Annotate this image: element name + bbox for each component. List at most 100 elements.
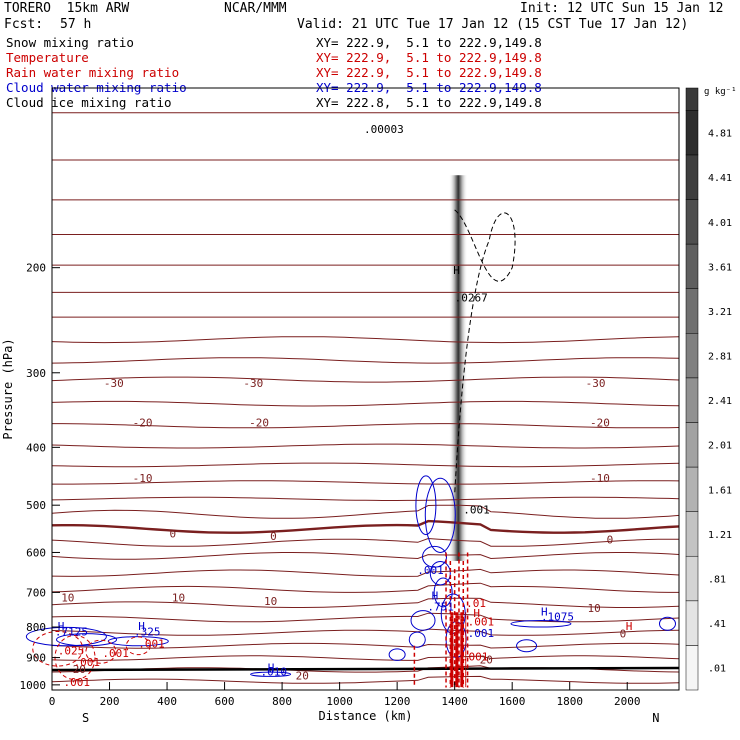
legend-name-0: Snow mixing ratio [6,35,134,50]
isotherm-line [52,423,680,429]
legend-xy-2: XY= 222.9, 5.1 to 222.9,149.8 [316,65,542,80]
temperature-label: -30 [104,377,124,390]
colorbar-unit: g kg⁻¹ [704,87,737,97]
isotherm-line [51,568,680,577]
mixing-ratio-label: .7125 [55,626,88,639]
x-tick-label: 200 [100,695,120,708]
colorbar-swatch [685,87,699,111]
legend-xy-1: XY= 222.9, 5.1 to 222.9,149.8 [316,50,542,65]
plot-frame [51,87,680,691]
rain-water-contour [32,630,84,667]
north-label: N [652,711,659,725]
cloud-water-contour [429,561,451,586]
high-marker: H [58,620,65,633]
colorbar-swatch [685,243,699,289]
isotherm-line [51,519,680,534]
temperature-label: -10 [590,472,610,485]
temperature-label: -10 [133,472,153,485]
high-marker: H [453,264,460,277]
y-tick-label: 500 [26,499,46,512]
isotherm-line [51,552,680,560]
temperature-label: 0 [169,528,176,541]
high-marker: H [541,605,548,618]
isotherm-line [51,357,680,364]
high-marker: H [473,607,480,620]
high-marker: H [432,590,439,603]
temperature-label: 0 [620,627,627,640]
isotherm-line [51,462,680,468]
colorbar-level: 1.61 [708,485,732,496]
x-tick-label: 1400 [441,695,468,708]
colorbar-swatch [685,154,699,200]
colorbar-level: 2.01 [708,441,732,452]
isotherm-line [51,400,680,407]
fcst-value: 57 h [60,17,92,32]
cloud-water-contour [516,639,538,653]
mixing-ratio-label: .01 [466,597,486,610]
y-tick-label: 1000 [20,679,47,692]
cloud-water-contour [410,610,436,631]
cloud-water-contour [422,545,448,568]
temperature-label: -30 [586,377,606,390]
y-tick-label: 400 [26,441,46,454]
high-marker: H [626,620,633,633]
mixing-ratio-label: .0267 [455,292,488,305]
temperature-label: -30 [243,377,263,390]
colorbar-swatch [685,555,699,602]
x-tick-label: 600 [215,695,235,708]
temperature-label: 10 [172,592,185,605]
south-label: S [82,711,89,725]
terrain-line [51,666,680,672]
org-name: NCAR/MMM [224,1,287,16]
temperature-label: 10 [588,602,601,615]
x-tick-label: 400 [157,695,177,708]
temperature-label: 0 [607,534,614,547]
mixing-ratio-label: .001 [462,650,489,663]
x-axis-label: Distance (km) [319,709,413,723]
colorbar-swatch [685,333,699,379]
mixing-ratio-label: .001 [64,676,91,689]
colorbar-level: .01 [708,664,726,675]
mixing-ratio-label: .001 [138,637,165,650]
colorbar-swatch [685,645,699,691]
colorbar-level: 4.81 [708,129,732,140]
colorbar-level: 4.41 [708,173,732,184]
isotherm-line [51,443,680,449]
colorbar-swatch [685,199,699,245]
temperature-label: -20 [249,417,269,430]
x-tick-label: 1000 [326,695,353,708]
isotherm-line [51,376,680,383]
snow-shading [448,175,468,561]
mixing-ratio-label: .00003 [364,123,404,136]
rain-water-contour [125,636,151,656]
isotherm-line [51,537,679,547]
temperature-label: 0 [270,530,277,543]
legend-name-2: Rain water mixing ratio [6,65,180,80]
colorbar-level: 2.81 [708,352,732,363]
mixing-ratio-label: .010 [261,666,288,679]
isotherm-line [51,496,680,501]
valid-time: Valid: 21 UTC Tue 17 Jan 12 (15 CST Tue … [297,17,689,32]
init-time: Init: 12 UTC Sun 15 Jan 12 [520,1,724,16]
model-name: TORERO 15km ARW [4,1,130,16]
y-tick-label: 800 [26,621,46,634]
cloud-ice-contour [454,209,516,495]
mixing-ratio-label: .001 [468,615,495,628]
x-tick-label: 800 [272,695,292,708]
colorbar-level: .41 [708,619,726,630]
mixing-ratio-label: .001 [417,564,444,577]
isotherm-line [51,597,680,608]
mixing-ratio-label: .001 [102,647,129,660]
colorbar-swatch [685,466,699,512]
isotherm-line [52,480,680,485]
temperature-label: 20 [73,663,86,676]
legend-name-1: Temperature [6,50,89,65]
x-tick-label: 2000 [614,695,641,708]
temperature-label: 20 [480,653,493,666]
legend-name-4: Cloud ice mixing ratio [6,95,172,110]
colorbar-level: 4.01 [708,218,732,229]
colorbar-level: 3.61 [708,262,732,273]
cloud-water-contour [388,648,406,661]
mixing-ratio-label: .751 [427,600,454,613]
